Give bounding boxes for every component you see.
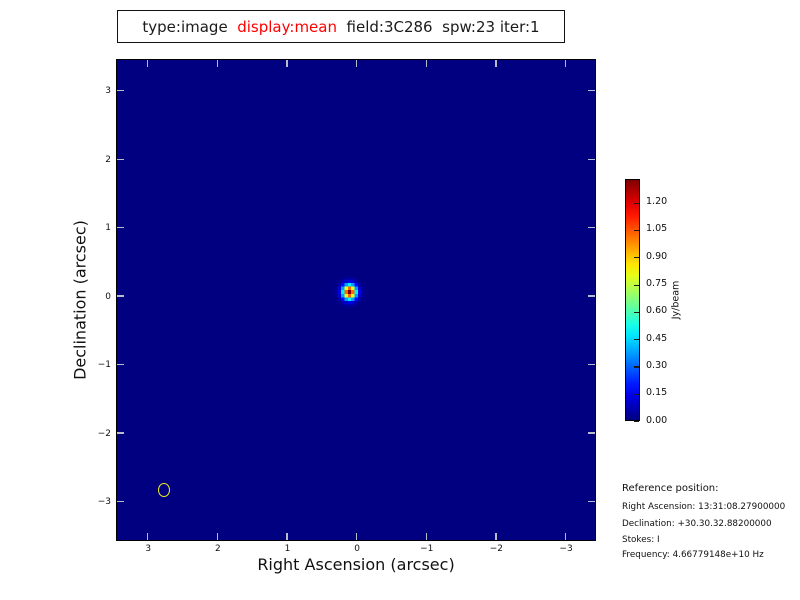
y-tick-label: −2 xyxy=(97,428,111,439)
y-tick-label: 1 xyxy=(105,223,111,234)
x-axis-label: Right Ascension (arcsec) xyxy=(257,555,455,574)
colorbar-tick-label: 0.75 xyxy=(646,278,668,290)
x-tick-label: 1 xyxy=(284,544,291,554)
colorbar-tick xyxy=(634,257,639,259)
x-axis-tick xyxy=(147,533,149,540)
colorbar xyxy=(625,179,640,423)
y-axis-tick xyxy=(117,227,124,229)
image-plot-area xyxy=(116,59,596,541)
x-axis-tick xyxy=(355,533,358,540)
x-axis-tick xyxy=(147,60,149,67)
y-axis-tick xyxy=(588,432,595,434)
colorbar-tick-label: 0.60 xyxy=(646,305,668,317)
y-axis-tick xyxy=(588,295,595,297)
y-tick-label: −3 xyxy=(97,496,111,507)
colorbar-tick-label: 0.90 xyxy=(646,250,668,262)
reference-frequency: Frequency: 4.66779148e+10 Hz xyxy=(622,550,764,560)
colorbar-tick xyxy=(634,421,639,423)
colorbar-tick xyxy=(634,366,639,368)
x-tick-label: 2 xyxy=(214,544,221,554)
x-tick-label: −3 xyxy=(559,544,573,554)
reference-declination: Declination: +30.30.32.88200000 xyxy=(622,519,772,529)
colorbar-tick-label: 0.30 xyxy=(646,359,668,371)
title-segment: field:3C286 spw:23 iter:1 xyxy=(336,17,540,36)
title-segment: type:image xyxy=(142,17,233,36)
y-axis-tick xyxy=(588,227,595,229)
reference-stokes: Stokes: I xyxy=(622,535,660,545)
colorbar-tick xyxy=(634,393,639,395)
beam-ellipse xyxy=(157,482,170,497)
y-axis-tick xyxy=(588,363,595,366)
x-axis-tick xyxy=(495,533,497,540)
colorbar-tick-label: 0.45 xyxy=(646,332,668,344)
x-tick-label: 3 xyxy=(145,544,152,554)
x-tick-label: −2 xyxy=(489,544,504,554)
y-axis-tick xyxy=(117,500,124,503)
colorbar-tick xyxy=(634,284,639,286)
x-axis-tick xyxy=(564,60,567,67)
colorbar-tick xyxy=(634,339,639,341)
x-axis-tick xyxy=(286,533,288,540)
colorbar-tick-label: 1.20 xyxy=(646,196,668,208)
y-axis-tick xyxy=(588,90,595,92)
y-axis-tick xyxy=(117,363,124,366)
y-tick-label: −1 xyxy=(97,360,111,371)
colorbar-tick-label: 0.00 xyxy=(646,414,668,426)
x-axis-tick xyxy=(425,60,427,67)
colorbar-tick xyxy=(634,229,639,232)
y-axis-tick xyxy=(117,432,124,434)
reference-right-ascension: Right Ascension: 13:31:08.27900000 xyxy=(622,502,786,512)
y-axis-tick xyxy=(117,158,124,160)
colorbar-unit-label: Jy/beam xyxy=(670,280,682,320)
x-axis-tick xyxy=(495,60,497,67)
y-axis-tick xyxy=(117,90,124,92)
colorbar-tick-label: 1.05 xyxy=(646,223,668,235)
y-axis-tick xyxy=(117,295,124,297)
x-axis-tick xyxy=(425,533,427,540)
colorbar-tick xyxy=(634,202,639,204)
colorbar-tick-label: 0.15 xyxy=(646,387,668,399)
source-blob xyxy=(333,276,366,308)
x-axis-tick xyxy=(564,533,567,540)
plot-title-box: type:image display:mean field:3C286 spw:… xyxy=(117,10,565,43)
y-axis-tick xyxy=(588,500,595,503)
y-tick-label: 2 xyxy=(105,154,111,165)
x-tick-label: 0 xyxy=(354,544,361,554)
x-axis-tick xyxy=(286,60,288,67)
y-tick-label: 3 xyxy=(105,86,111,97)
x-tick-label: −1 xyxy=(420,544,434,554)
plot-title: type:image display:mean field:3C286 spw:… xyxy=(142,18,539,36)
colorbar-tick xyxy=(634,311,639,313)
reference-heading: Reference position: xyxy=(622,483,719,494)
title-segment: display:mean xyxy=(232,17,337,36)
x-axis-tick xyxy=(355,60,358,67)
y-tick-label: 0 xyxy=(105,291,111,302)
y-axis-tick xyxy=(588,158,595,160)
x-axis-tick xyxy=(216,533,218,540)
x-axis-tick xyxy=(216,60,218,67)
